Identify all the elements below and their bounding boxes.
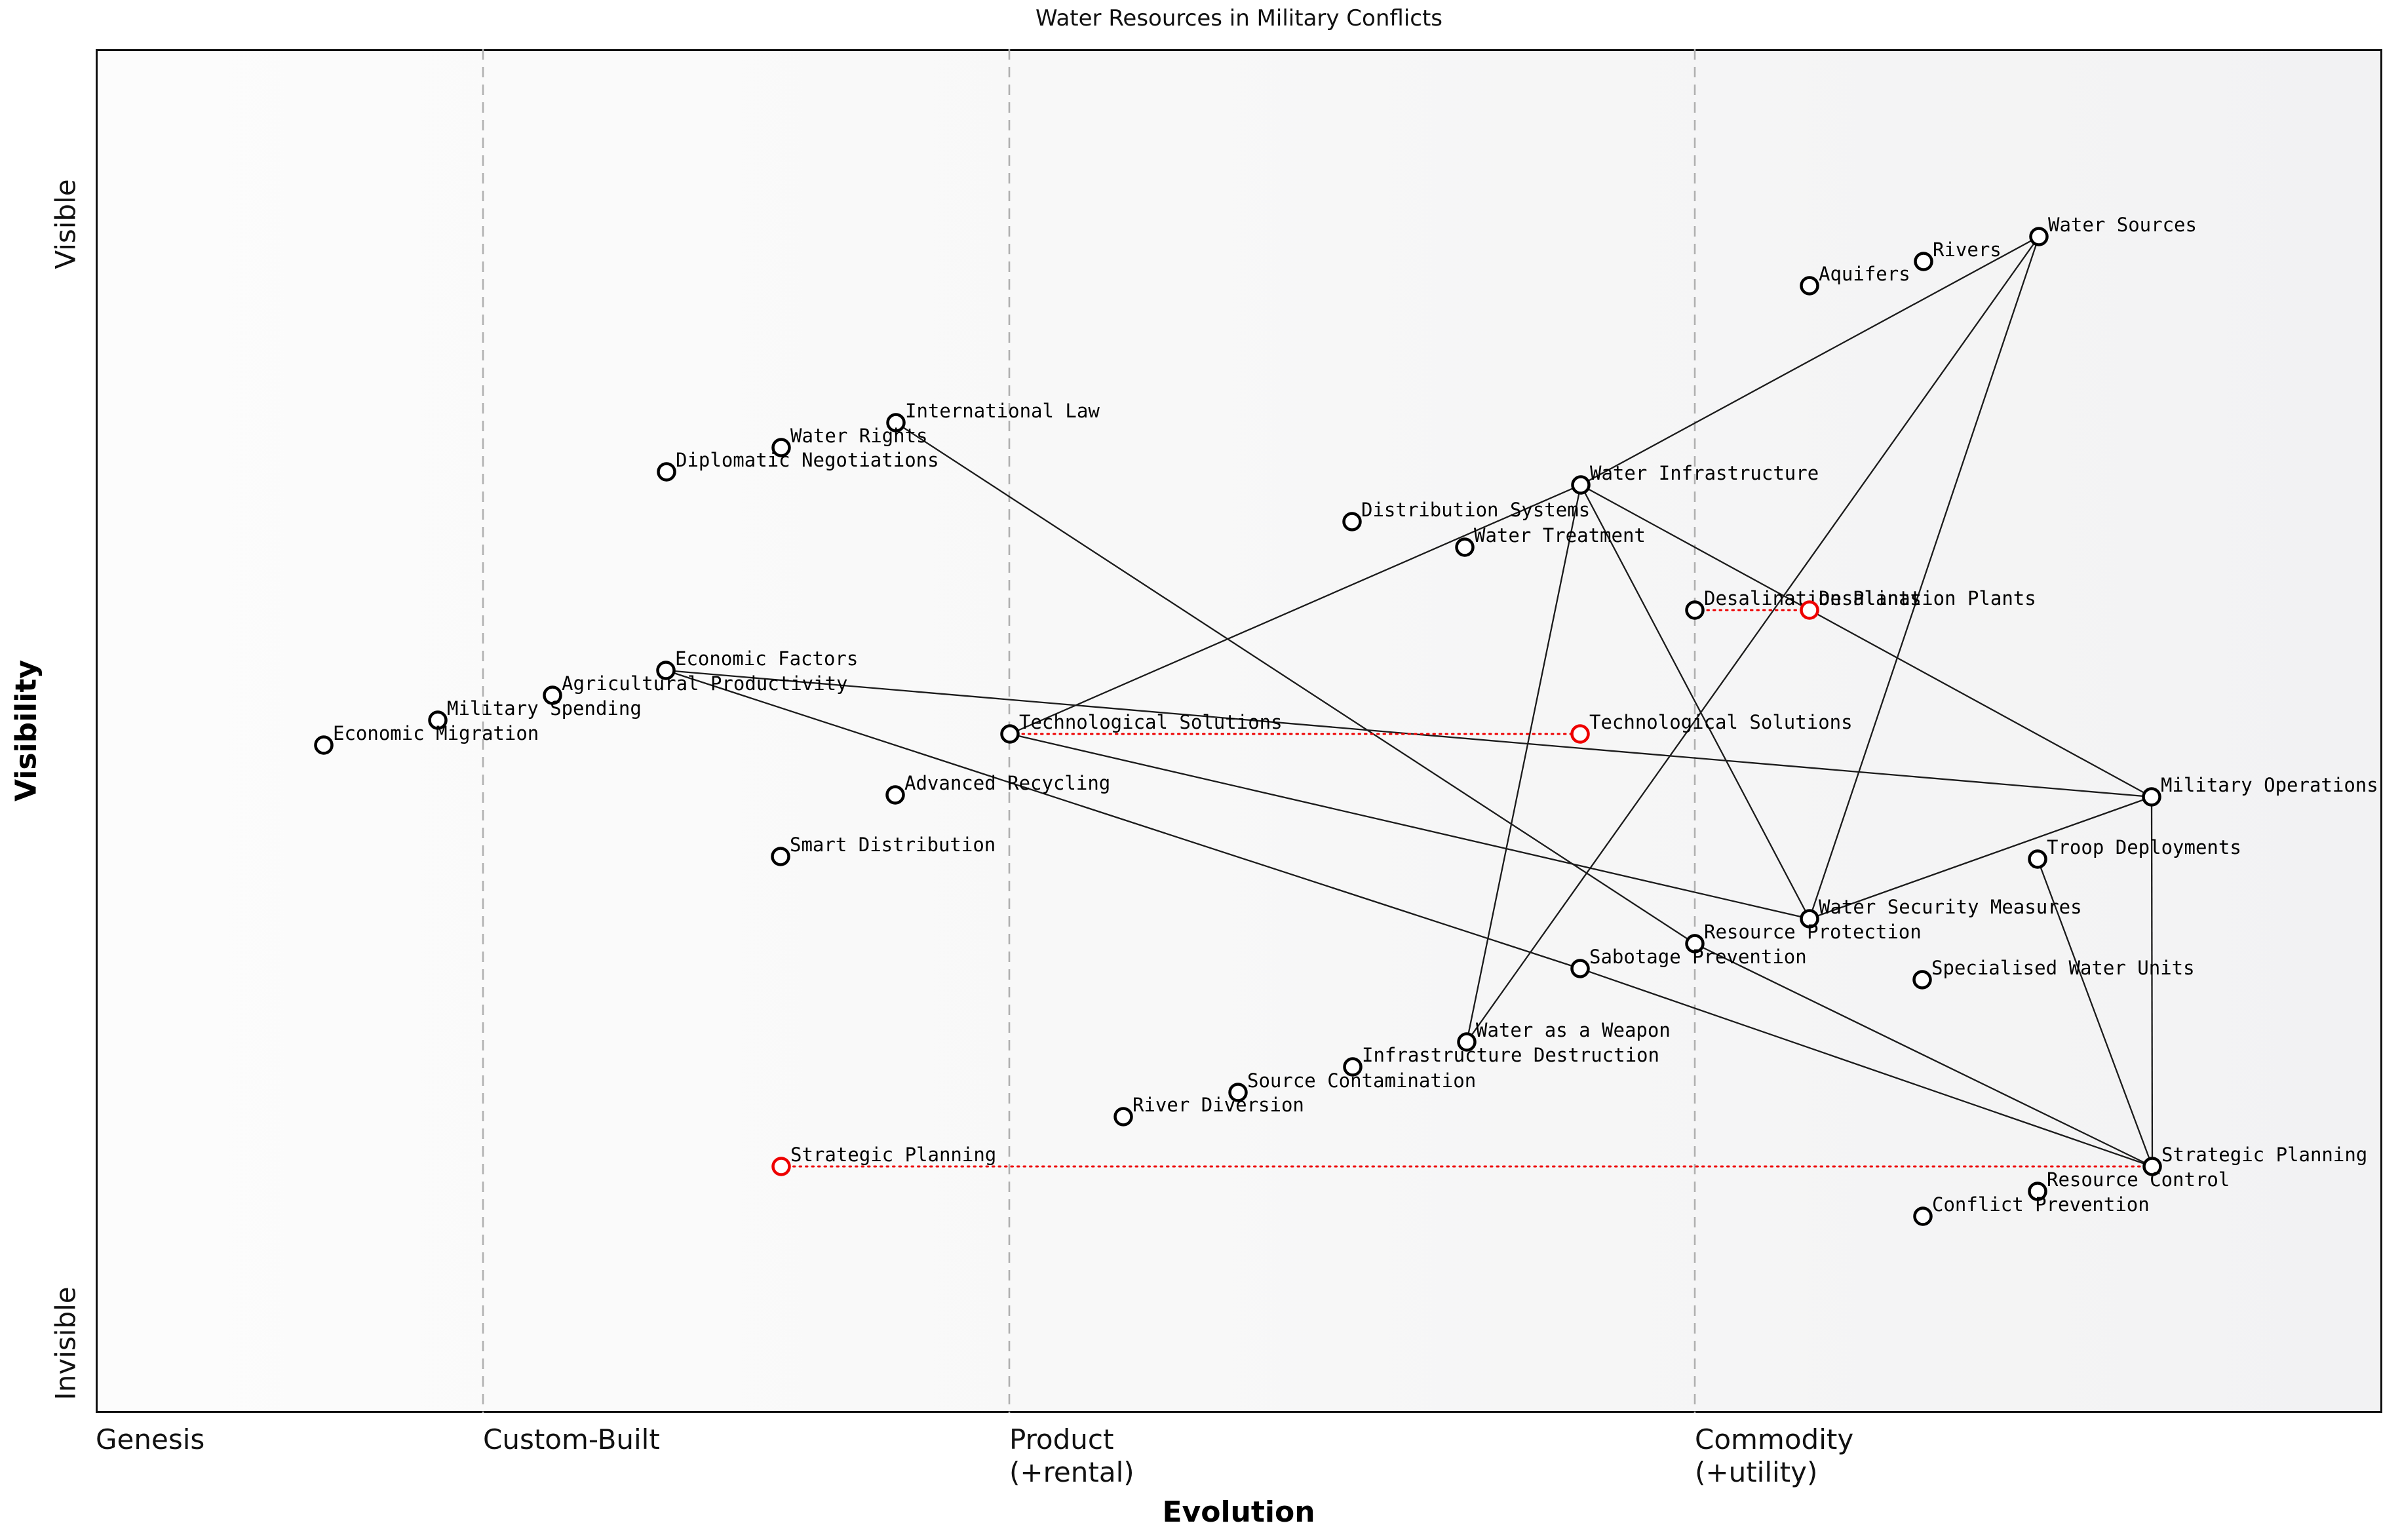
node-circle-military_spending [428, 710, 448, 730]
node-label-strategic_planning: Strategic Planning [2161, 1144, 2367, 1166]
evolved-node-label-technological_solutions_evolve: Technological Solutions [1589, 711, 1853, 733]
node-circle-troop_deployments [2028, 849, 2047, 869]
edge-water_sources--water_security_measures [1808, 236, 2040, 919]
edge-economic_factors--sabotage_prevention [665, 669, 1581, 970]
edge-water_infrastructure--water_as_a_weapon [1465, 484, 1582, 1043]
node-circle-water_treatment [1455, 537, 1475, 557]
evolved-node-circle-strategic_planning_evolve [771, 1157, 791, 1176]
node-label-river_diversion: River Diversion [1132, 1094, 1304, 1116]
node-label-water_security_measures: Water Security Measures [1819, 896, 2082, 918]
node-label-resource_control: Resource Control [2047, 1168, 2230, 1191]
node-circle-smart_distribution [771, 847, 790, 866]
node-circle-technological_solutions [1000, 724, 1020, 744]
node-label-economic_migration: Economic Migration [333, 722, 539, 744]
x-axis-title: Evolution [1162, 1495, 1315, 1529]
edge-water_infrastructure--technological_solutions [1009, 484, 1581, 735]
node-circle-distribution_systems [1342, 512, 1362, 531]
evolved-node-circle-desalination_plants_evolve [1800, 600, 1819, 620]
node-label-military_spending: Military Spending [447, 697, 642, 720]
node-circle-economic_migration [314, 735, 334, 755]
node-label-conflict_prevention: Conflict Prevention [1932, 1193, 2150, 1216]
node-label-resource_protection: Resource Protection [1704, 921, 1922, 943]
edge-water_sources--water_infrastructure [1580, 235, 2040, 486]
node-label-advanced_recycling: Advanced Recycling [904, 772, 1110, 794]
x-tick-custom-built: Custom-Built [483, 1423, 660, 1455]
edge-water_infrastructure--water_security_measures [1579, 484, 1811, 919]
node-label-infrastructure_destruction: Infrastructure Destruction [1362, 1044, 1659, 1066]
page-title: Water Resources in Military Conflicts [1035, 5, 1442, 31]
node-circle-river_diversion [1113, 1107, 1133, 1126]
node-label-water_treatment: Water Treatment [1474, 524, 1646, 547]
node-label-water_infrastructure: Water Infrastructure [1590, 462, 1819, 484]
node-circle-desalination_plants [1685, 600, 1705, 620]
evolved-node-label-desalination_plants_evolve: Desalination Plants [1819, 587, 2036, 609]
node-label-sabotage_prevention: Sabotage Prevention [1589, 946, 1807, 968]
node-circle-advanced_recycling [885, 785, 905, 805]
node-circle-water_security_measures [1800, 909, 1819, 929]
node-circle-rivers [1914, 252, 1933, 271]
node-circle-economic_factors [656, 661, 676, 680]
x-tick-commodity: Commodity (+utility) [1695, 1423, 1854, 1488]
node-label-aquifers: Aquifers [1819, 263, 1910, 285]
x-tick-product: Product (+rental) [1009, 1423, 1134, 1488]
edge-technological_solutions--water_security_measures [1009, 733, 1810, 920]
node-label-rivers: Rivers [1933, 239, 2002, 261]
node-label-troop_deployments: Troop Deployments [2047, 836, 2241, 858]
node-circle-aquifers [1800, 276, 1819, 296]
node-circle-water_rights [771, 438, 791, 457]
node-circle-water_as_a_weapon [1457, 1032, 1477, 1052]
evolved-node-circle-technological_solutions_evolve [1570, 724, 1590, 744]
node-label-international_law: International Law [905, 400, 1100, 422]
node-label-distribution_systems: Distribution Systems [1361, 499, 1590, 521]
edge-water_infrastructure--military_operations [1580, 484, 2152, 798]
node-circle-strategic_planning [2142, 1157, 2162, 1176]
edge-resource_protection--strategic_planning [1694, 942, 2153, 1168]
node-label-military_operations: Military Operations [2161, 774, 2378, 796]
edge-military_operations--water_security_measures [1809, 796, 2152, 920]
node-circle-resource_protection [1685, 934, 1705, 953]
y-axis-title: Visibility [9, 659, 43, 802]
node-circle-water_sources [2029, 227, 2049, 246]
edge-sabotage_prevention--strategic_planning [1579, 967, 2153, 1168]
x-tick-genesis: Genesis [96, 1423, 205, 1455]
node-label-diplomatic_negotiations: Diplomatic Negotiations [676, 449, 939, 471]
node-circle-water_infrastructure [1571, 475, 1591, 495]
node-label-smart_distribution: Smart Distribution [790, 834, 996, 856]
node-circle-conflict_prevention [1913, 1206, 1933, 1226]
node-label-agricultural_productivity: Agricultural Productivity [562, 672, 848, 695]
node-label-source_contamination: Source Contamination [1247, 1069, 1476, 1092]
y-tick-invisible: Invisible [49, 1286, 82, 1400]
node-circle-source_contamination [1228, 1083, 1248, 1102]
node-circle-resource_control [2028, 1182, 2047, 1201]
node-circle-diplomatic_negotiations [657, 462, 676, 482]
edge-water_sources--water_as_a_weapon [1466, 236, 2040, 1043]
y-tick-visible: Visible [49, 179, 82, 269]
node-circle-infrastructure_destruction [1343, 1057, 1363, 1077]
node-circle-military_operations [2142, 787, 2161, 807]
edge-international_law--resource_protection [895, 422, 1695, 944]
node-circle-agricultural_productivity [543, 685, 562, 705]
node-label-water_as_a_weapon: Water as a Weapon [1476, 1019, 1671, 1041]
node-circle-international_law [886, 413, 906, 433]
evolved-node-label-strategic_planning_evolve: Strategic Planning [790, 1144, 996, 1166]
node-label-specialised_water_units: Specialised Water Units [1931, 957, 2195, 979]
plot-area [96, 49, 2382, 1413]
node-label-water_sources: Water Sources [2048, 214, 2197, 236]
node-circle-specialised_water_units [1912, 970, 1932, 990]
node-circle-sabotage_prevention [1570, 959, 1590, 978]
node-label-technological_solutions: Technological Solutions [1019, 711, 1283, 733]
node-label-economic_factors: Economic Factors [675, 647, 858, 670]
node-label-water_rights: Water Rights [790, 425, 928, 447]
edge-troop_deployments--strategic_planning [2036, 858, 2154, 1167]
